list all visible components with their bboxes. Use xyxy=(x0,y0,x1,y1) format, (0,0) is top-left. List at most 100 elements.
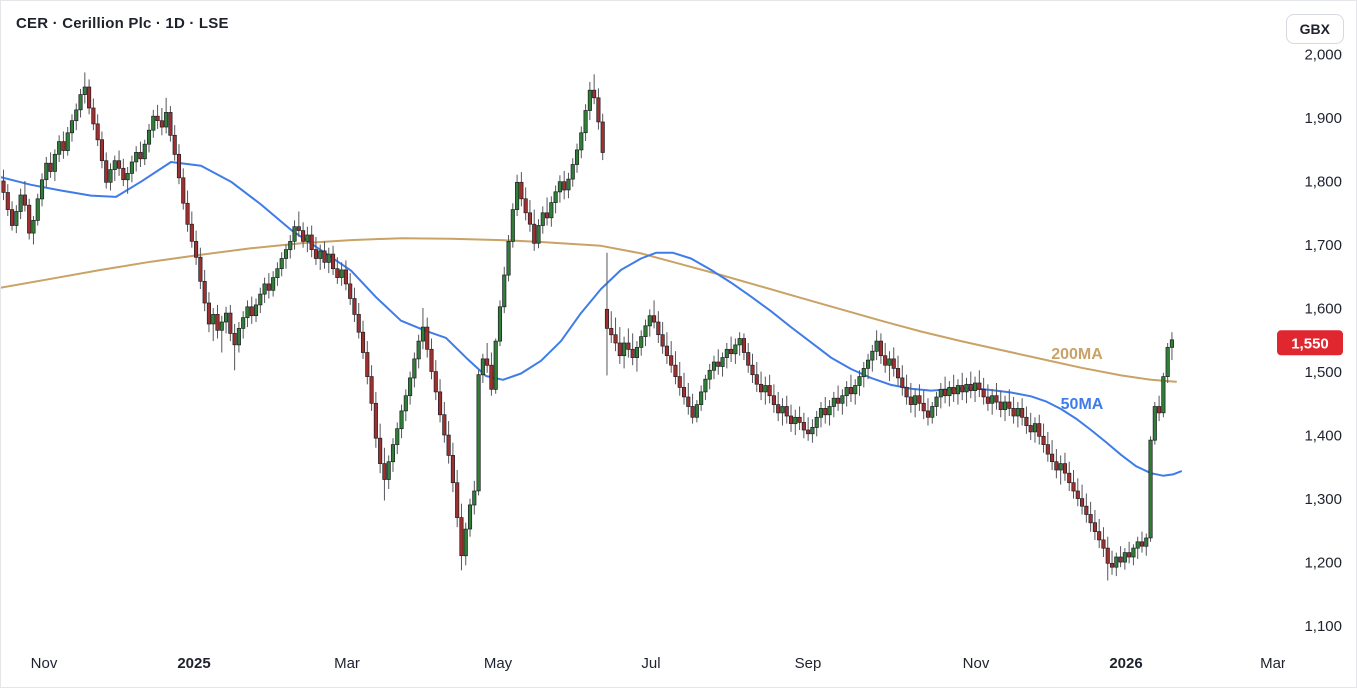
candle xyxy=(771,395,776,405)
candle xyxy=(339,269,344,278)
candle xyxy=(1165,347,1170,377)
candle xyxy=(241,317,246,329)
price-tick: 1,500 xyxy=(1304,364,1342,381)
candle xyxy=(450,455,455,484)
price-tick: 1,900 xyxy=(1304,110,1342,127)
last-price-value: 1,550 xyxy=(1291,335,1329,352)
candle xyxy=(883,355,888,366)
candle xyxy=(955,385,960,395)
candle xyxy=(1002,401,1008,410)
candle xyxy=(10,209,15,226)
candle xyxy=(1135,541,1140,549)
candle xyxy=(1101,539,1106,549)
candle xyxy=(583,110,588,134)
candle xyxy=(159,120,164,128)
candle xyxy=(463,528,468,557)
200ma-label: 200MA xyxy=(1051,346,1103,363)
candle xyxy=(249,306,254,317)
candle xyxy=(836,397,841,404)
candle xyxy=(343,269,348,285)
price-tick: 1,100 xyxy=(1304,618,1342,635)
candle xyxy=(720,357,725,367)
candle xyxy=(1084,505,1089,515)
candle xyxy=(206,302,211,325)
candle xyxy=(793,416,798,425)
candle xyxy=(39,179,45,200)
candle xyxy=(108,169,113,183)
candle xyxy=(1011,408,1016,417)
candle xyxy=(198,256,203,282)
candle xyxy=(279,258,284,270)
candle xyxy=(814,416,819,428)
candle xyxy=(664,345,669,356)
candle xyxy=(467,504,473,530)
candle xyxy=(634,347,639,358)
candle xyxy=(219,321,224,331)
candle xyxy=(998,401,1003,410)
candle xyxy=(1109,563,1115,568)
candle xyxy=(566,178,571,191)
candle xyxy=(283,249,289,259)
price-tick: 1,800 xyxy=(1304,174,1342,191)
candle xyxy=(262,283,267,295)
candle xyxy=(134,152,139,163)
candle xyxy=(489,364,494,390)
candle xyxy=(1118,556,1123,563)
candle xyxy=(275,268,280,278)
candle xyxy=(754,374,759,385)
candle xyxy=(497,306,503,342)
candle xyxy=(1058,463,1063,471)
time-tick: Mar xyxy=(1260,655,1286,672)
candle xyxy=(1088,514,1093,524)
candle xyxy=(117,160,122,169)
candle xyxy=(977,382,982,390)
candle xyxy=(292,226,297,242)
candle xyxy=(797,416,802,423)
50ma-label: 50MA xyxy=(1061,396,1104,413)
symbol-title[interactable]: CER · Cerillion Plc · 1D · LSE xyxy=(16,15,229,32)
candle xyxy=(604,308,610,329)
candle xyxy=(729,348,734,355)
candle xyxy=(515,181,520,210)
ma200-line xyxy=(1,237,1177,383)
candle xyxy=(348,283,353,299)
candle xyxy=(600,121,605,153)
candles-series xyxy=(1,72,1174,581)
candle xyxy=(1037,423,1042,437)
candle xyxy=(767,385,772,397)
candle xyxy=(1139,541,1145,547)
time-tick: Nov xyxy=(963,655,990,672)
candle xyxy=(536,225,541,244)
candle xyxy=(378,437,383,464)
candle xyxy=(844,387,849,397)
candle xyxy=(138,152,143,160)
candle xyxy=(917,395,922,404)
candle xyxy=(442,414,447,436)
candle xyxy=(5,192,10,210)
time-tick: May xyxy=(484,655,513,672)
candle xyxy=(224,312,229,323)
symbol-header: CER · Cerillion Plc · 1D · LSE xyxy=(16,15,229,33)
currency-button[interactable]: GBX xyxy=(1285,14,1344,44)
candle xyxy=(784,406,789,417)
candle xyxy=(617,342,622,357)
candle xyxy=(44,162,49,181)
candle xyxy=(891,358,896,369)
ma50-line xyxy=(1,161,1182,477)
candle xyxy=(215,314,220,331)
candle xyxy=(759,383,764,393)
price-axis[interactable]: 2,000 1,900 1,800 1,700 1,600 1,500 1,400 1,300… xyxy=(1304,47,1342,636)
candle xyxy=(878,340,883,357)
candle xyxy=(194,241,199,258)
candle xyxy=(57,141,62,155)
candle xyxy=(22,194,27,206)
candle xyxy=(716,361,721,367)
candle xyxy=(502,274,507,308)
candle xyxy=(823,408,828,416)
time-axis[interactable]: Nov 2025 Mar May Jul Sep Nov 2026 Mar xyxy=(31,655,1286,672)
candle xyxy=(438,391,443,416)
time-tick: Mar xyxy=(334,655,360,672)
candle xyxy=(960,385,965,393)
